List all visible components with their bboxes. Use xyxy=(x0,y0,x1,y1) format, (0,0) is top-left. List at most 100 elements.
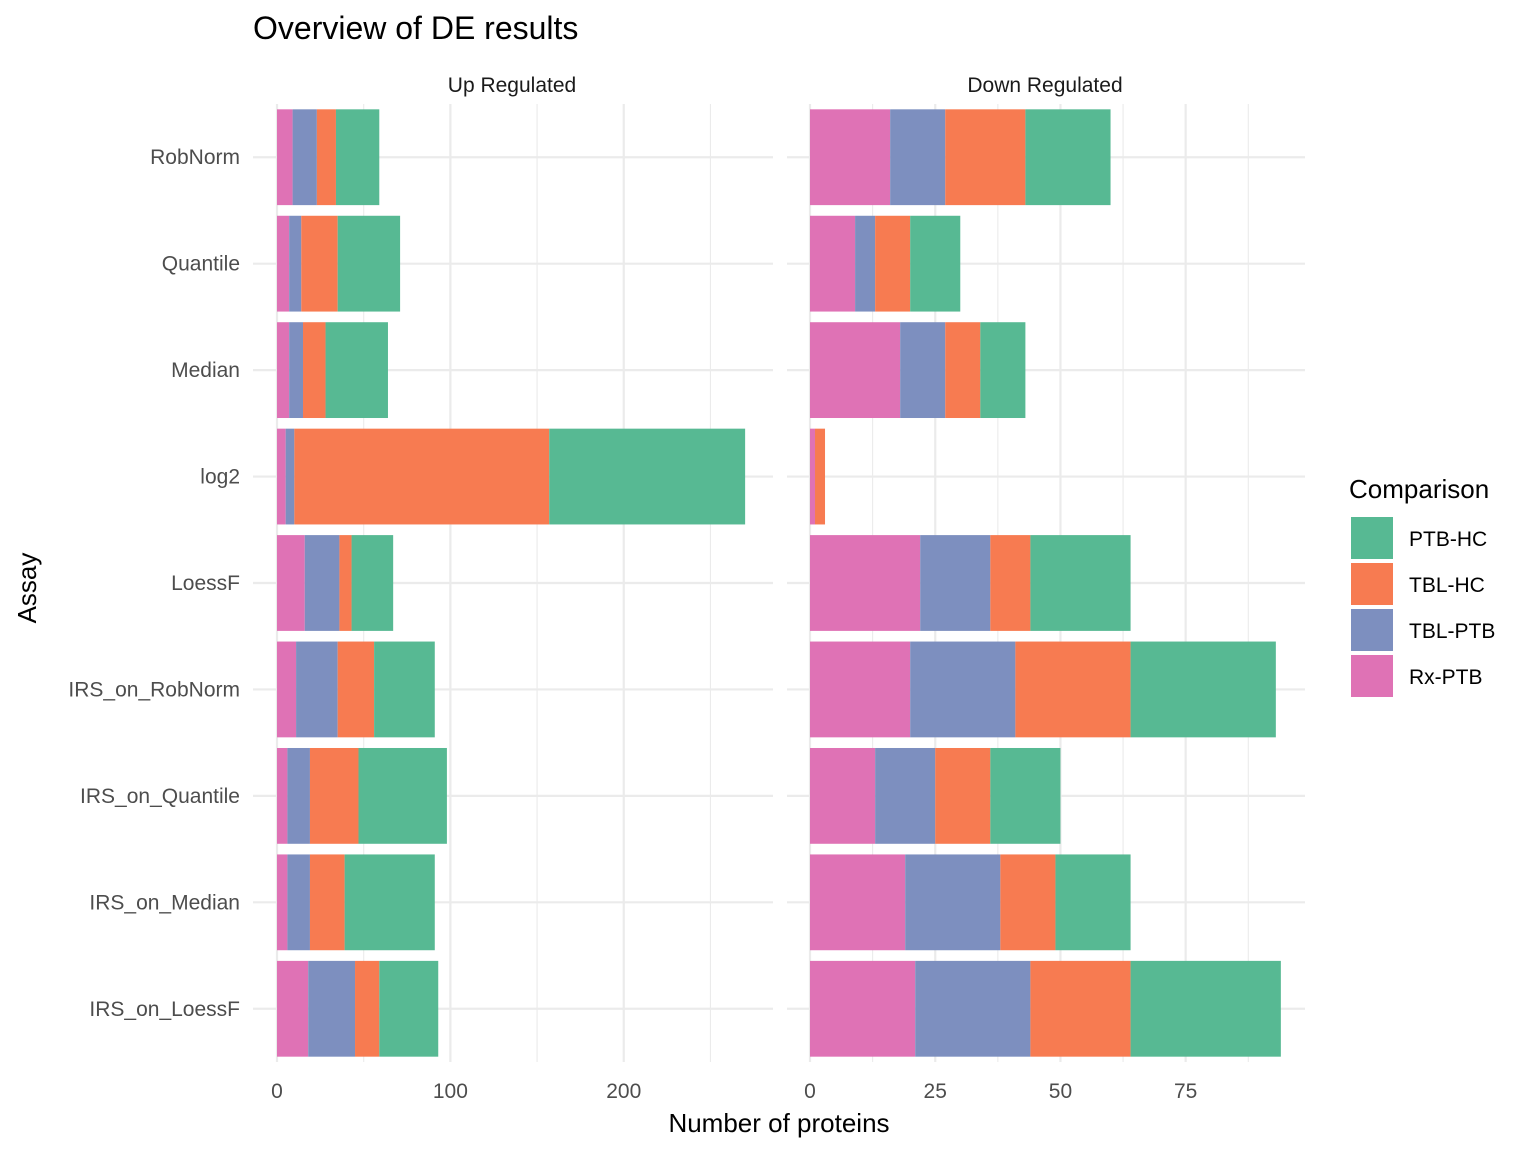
legend-label-ptb-hc: PTB-HC xyxy=(1409,528,1487,551)
legend: Comparison PTB-HC TBL-HC TBL-PTB Rx-PTB xyxy=(1349,474,1495,697)
x-tick-label: 100 xyxy=(433,1080,468,1103)
bar-down-regulated-irs-on-robnorm-tbl-ptb xyxy=(910,641,1016,738)
bar-up-regulated-irs-on-robnorm-tbl-hc xyxy=(337,641,375,738)
bar-up-regulated-robnorm-ptb-hc xyxy=(335,109,380,206)
bar-up-regulated-irs-on-median-tbl-hc xyxy=(309,854,345,951)
bar-down-regulated-irs-on-robnorm-tbl-hc xyxy=(1015,641,1131,738)
bar-down-regulated-median-rx-ptb xyxy=(810,322,901,419)
bar-down-regulated-irs-on-loessf-ptb-hc xyxy=(1130,960,1281,1057)
bar-up-regulated-median-tbl-hc xyxy=(303,322,326,419)
bar-up-regulated-quantile-ptb-hc xyxy=(337,215,401,312)
bar-up-regulated-median-ptb-hc xyxy=(325,322,388,419)
bar-down-regulated-irs-on-robnorm-ptb-hc xyxy=(1130,641,1276,738)
facet-strip-down-regulated: Down Regulated xyxy=(967,74,1122,97)
x-tick-label: 50 xyxy=(1049,1080,1072,1103)
bar-down-regulated-irs-on-median-tbl-hc xyxy=(1000,854,1056,951)
bar-up-regulated-irs-on-loessf-tbl-hc xyxy=(355,960,380,1057)
bar-down-regulated-robnorm-rx-ptb xyxy=(810,109,891,206)
bar-up-regulated-irs-on-median-tbl-ptb xyxy=(287,854,310,951)
x-tick-label: 25 xyxy=(924,1080,947,1103)
bar-down-regulated-irs-on-median-rx-ptb xyxy=(810,854,906,951)
bar-down-regulated-quantile-ptb-hc xyxy=(910,215,961,312)
y-tick-label: RobNorm xyxy=(150,146,240,169)
y-tick-label: log2 xyxy=(200,466,240,489)
y-axis-title: Assay xyxy=(12,553,42,624)
y-tick-label: IRS_on_LoessF xyxy=(89,998,240,1021)
bar-up-regulated-log2-rx-ptb xyxy=(277,428,286,525)
bar-up-regulated-robnorm-tbl-hc xyxy=(316,109,336,206)
bar-up-regulated-irs-on-quantile-tbl-hc xyxy=(309,747,359,844)
bar-down-regulated-median-ptb-hc xyxy=(980,322,1026,419)
bar-down-regulated-robnorm-tbl-ptb xyxy=(890,109,946,206)
bar-up-regulated-quantile-rx-ptb xyxy=(277,215,290,312)
y-tick-label: Quantile xyxy=(162,253,240,276)
bar-down-regulated-robnorm-tbl-hc xyxy=(945,109,1026,206)
bar-down-regulated-loessf-tbl-hc xyxy=(990,535,1031,631)
bar-down-regulated-irs-on-loessf-rx-ptb xyxy=(810,960,916,1057)
bar-up-regulated-irs-on-loessf-rx-ptb xyxy=(277,960,309,1057)
bar-down-regulated-log2-rx-ptb xyxy=(810,428,816,525)
bar-up-regulated-irs-on-robnorm-ptb-hc xyxy=(374,641,435,738)
bar-up-regulated-quantile-tbl-ptb xyxy=(289,215,302,312)
legend-label-rx-ptb: Rx-PTB xyxy=(1409,666,1483,689)
bar-down-regulated-irs-on-quantile-tbl-ptb xyxy=(875,747,936,844)
bar-up-regulated-irs-on-quantile-rx-ptb xyxy=(277,747,288,844)
y-tick-label: IRS_on_Median xyxy=(89,891,240,914)
legend-key-tbl-ptb xyxy=(1351,609,1393,651)
bar-down-regulated-irs-on-loessf-tbl-ptb xyxy=(915,960,1031,1057)
bar-down-regulated-quantile-rx-ptb xyxy=(810,215,856,312)
legend-label-tbl-ptb: TBL-PTB xyxy=(1409,620,1495,643)
bar-up-regulated-quantile-tbl-hc xyxy=(301,215,338,312)
chart-title: Overview of DE results xyxy=(253,10,578,46)
bar-down-regulated-irs-on-median-ptb-hc xyxy=(1055,854,1131,951)
bar-up-regulated-irs-on-robnorm-tbl-ptb xyxy=(296,641,338,738)
bar-down-regulated-loessf-tbl-ptb xyxy=(920,535,991,631)
legend-key-tbl-hc xyxy=(1351,563,1393,605)
bar-down-regulated-irs-on-quantile-rx-ptb xyxy=(810,747,876,844)
legend-key-rx-ptb xyxy=(1351,655,1393,697)
bar-up-regulated-irs-on-quantile-tbl-ptb xyxy=(287,747,310,844)
legend-key-ptb-hc xyxy=(1351,517,1393,559)
bar-down-regulated-log2-tbl-hc xyxy=(815,428,826,525)
bar-up-regulated-loessf-tbl-ptb xyxy=(304,535,340,631)
x-tick-label: 200 xyxy=(606,1080,641,1103)
bar-down-regulated-robnorm-ptb-hc xyxy=(1025,109,1111,206)
facet-strip-up-regulated: Up Regulated xyxy=(448,74,576,97)
bar-up-regulated-irs-on-median-ptb-hc xyxy=(344,854,435,951)
bar-down-regulated-loessf-ptb-hc xyxy=(1030,535,1131,631)
bar-up-regulated-log2-tbl-hc xyxy=(294,428,550,525)
bar-down-regulated-median-tbl-hc xyxy=(945,322,981,419)
legend-items: PTB-HC TBL-HC TBL-PTB Rx-PTB xyxy=(1351,517,1495,697)
x-tick-label: 75 xyxy=(1174,1080,1197,1103)
y-tick-label: IRS_on_RobNorm xyxy=(68,678,240,701)
bar-up-regulated-robnorm-rx-ptb xyxy=(277,109,293,206)
bar-down-regulated-irs-on-median-tbl-ptb xyxy=(905,854,1001,951)
bar-up-regulated-robnorm-tbl-ptb xyxy=(292,109,317,206)
legend-title: Comparison xyxy=(1349,474,1489,504)
x-tick-label: 0 xyxy=(271,1080,283,1103)
bar-up-regulated-irs-on-median-rx-ptb xyxy=(277,854,288,951)
bar-down-regulated-irs-on-quantile-ptb-hc xyxy=(990,747,1061,844)
bar-up-regulated-irs-on-loessf-tbl-ptb xyxy=(308,960,356,1057)
bar-up-regulated-median-tbl-ptb xyxy=(289,322,304,419)
label-layer: 0 100 200 0 25 50 75 RobNorm Quantile Median log2 L… xyxy=(68,146,1197,1103)
bar-up-regulated-log2-tbl-ptb xyxy=(285,428,295,525)
bar-down-regulated-quantile-tbl-ptb xyxy=(855,215,876,312)
legend-label-tbl-hc: TBL-HC xyxy=(1409,574,1485,597)
bar-up-regulated-log2-ptb-hc xyxy=(549,428,746,525)
bar-down-regulated-median-tbl-ptb xyxy=(900,322,946,419)
bar-up-regulated-irs-on-robnorm-rx-ptb xyxy=(277,641,297,738)
bar-layer xyxy=(277,109,1281,1057)
bar-up-regulated-irs-on-loessf-ptb-hc xyxy=(379,960,439,1057)
bar-down-regulated-irs-on-loessf-tbl-hc xyxy=(1030,960,1131,1057)
y-tick-label: IRS_on_Quantile xyxy=(80,785,240,808)
bar-up-regulated-loessf-ptb-hc xyxy=(351,535,394,631)
bar-down-regulated-irs-on-quantile-tbl-hc xyxy=(935,747,991,844)
bar-up-regulated-loessf-rx-ptb xyxy=(277,535,305,631)
bar-down-regulated-quantile-tbl-hc xyxy=(875,215,911,312)
x-axis-title: Number of proteins xyxy=(668,1108,889,1138)
bar-up-regulated-irs-on-quantile-ptb-hc xyxy=(358,747,447,844)
bar-up-regulated-median-rx-ptb xyxy=(277,322,290,419)
bar-down-regulated-irs-on-robnorm-rx-ptb xyxy=(810,641,911,738)
y-tick-label: Median xyxy=(171,359,240,382)
